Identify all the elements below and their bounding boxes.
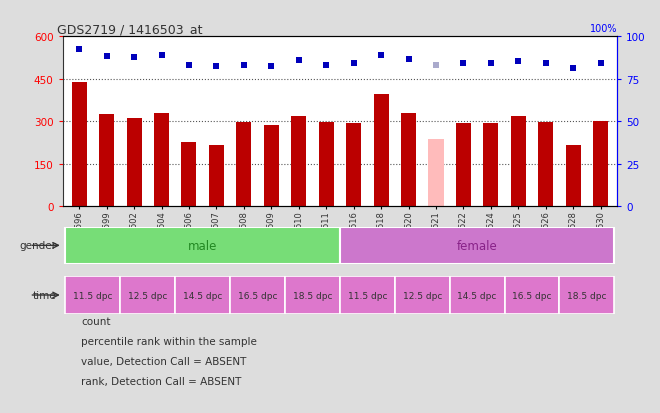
Bar bbox=[209, 146, 224, 206]
Text: 14.5 dpc: 14.5 dpc bbox=[183, 291, 222, 300]
Bar bbox=[340, 277, 395, 314]
Bar bbox=[395, 277, 449, 314]
Bar bbox=[505, 277, 560, 314]
Text: rank, Detection Call = ABSENT: rank, Detection Call = ABSENT bbox=[81, 376, 242, 386]
Point bbox=[513, 58, 523, 65]
Bar bbox=[340, 227, 614, 264]
Bar bbox=[566, 146, 581, 206]
Bar bbox=[230, 277, 285, 314]
Point bbox=[129, 55, 139, 62]
Bar bbox=[99, 115, 114, 206]
Bar bbox=[538, 122, 553, 206]
Bar bbox=[319, 122, 334, 206]
Text: value, Detection Call = ABSENT: value, Detection Call = ABSENT bbox=[81, 356, 247, 366]
Text: 100%: 100% bbox=[589, 24, 617, 34]
Bar bbox=[428, 140, 444, 206]
Bar bbox=[120, 277, 175, 314]
Point bbox=[486, 60, 496, 67]
Bar bbox=[401, 114, 416, 206]
Point bbox=[183, 62, 194, 69]
Point bbox=[102, 54, 112, 60]
Point bbox=[294, 58, 304, 64]
Bar bbox=[449, 277, 505, 314]
Point bbox=[348, 61, 359, 67]
Bar bbox=[175, 277, 230, 314]
Point bbox=[431, 63, 442, 69]
Point bbox=[541, 60, 551, 67]
Text: 12.5 dpc: 12.5 dpc bbox=[128, 291, 168, 300]
Bar bbox=[285, 277, 340, 314]
Bar bbox=[127, 119, 142, 206]
Bar bbox=[483, 123, 498, 206]
Bar bbox=[154, 114, 169, 206]
Point bbox=[568, 66, 578, 72]
Bar bbox=[264, 126, 279, 206]
Bar bbox=[374, 95, 389, 206]
Point bbox=[74, 47, 84, 53]
Point bbox=[156, 52, 167, 59]
Text: percentile rank within the sample: percentile rank within the sample bbox=[81, 336, 257, 346]
Text: 12.5 dpc: 12.5 dpc bbox=[403, 291, 442, 300]
Text: 11.5 dpc: 11.5 dpc bbox=[348, 291, 387, 300]
Bar bbox=[65, 227, 340, 264]
Text: 16.5 dpc: 16.5 dpc bbox=[238, 291, 277, 300]
Bar bbox=[346, 123, 361, 206]
Text: time: time bbox=[32, 290, 56, 300]
Text: 18.5 dpc: 18.5 dpc bbox=[292, 291, 332, 300]
Point bbox=[458, 60, 469, 67]
Text: male: male bbox=[188, 239, 217, 252]
Text: count: count bbox=[81, 316, 111, 326]
Bar bbox=[65, 277, 120, 314]
Text: 14.5 dpc: 14.5 dpc bbox=[457, 291, 497, 300]
Point bbox=[211, 64, 222, 70]
Bar bbox=[560, 277, 614, 314]
Point bbox=[376, 52, 386, 59]
Bar bbox=[291, 117, 306, 206]
Text: GDS2719 / 1416503_at: GDS2719 / 1416503_at bbox=[57, 23, 203, 36]
Text: 11.5 dpc: 11.5 dpc bbox=[73, 291, 113, 300]
Bar bbox=[511, 117, 526, 206]
Point bbox=[595, 60, 606, 67]
Bar bbox=[593, 122, 608, 206]
Text: 16.5 dpc: 16.5 dpc bbox=[512, 291, 552, 300]
Point bbox=[321, 62, 331, 69]
Bar bbox=[236, 122, 251, 206]
Text: gender: gender bbox=[19, 241, 56, 251]
Point bbox=[403, 57, 414, 63]
Text: female: female bbox=[457, 239, 498, 252]
Bar bbox=[456, 123, 471, 206]
Point bbox=[266, 64, 277, 70]
Point bbox=[238, 62, 249, 69]
Text: 18.5 dpc: 18.5 dpc bbox=[567, 291, 607, 300]
Bar bbox=[72, 82, 86, 206]
Bar bbox=[182, 143, 197, 206]
